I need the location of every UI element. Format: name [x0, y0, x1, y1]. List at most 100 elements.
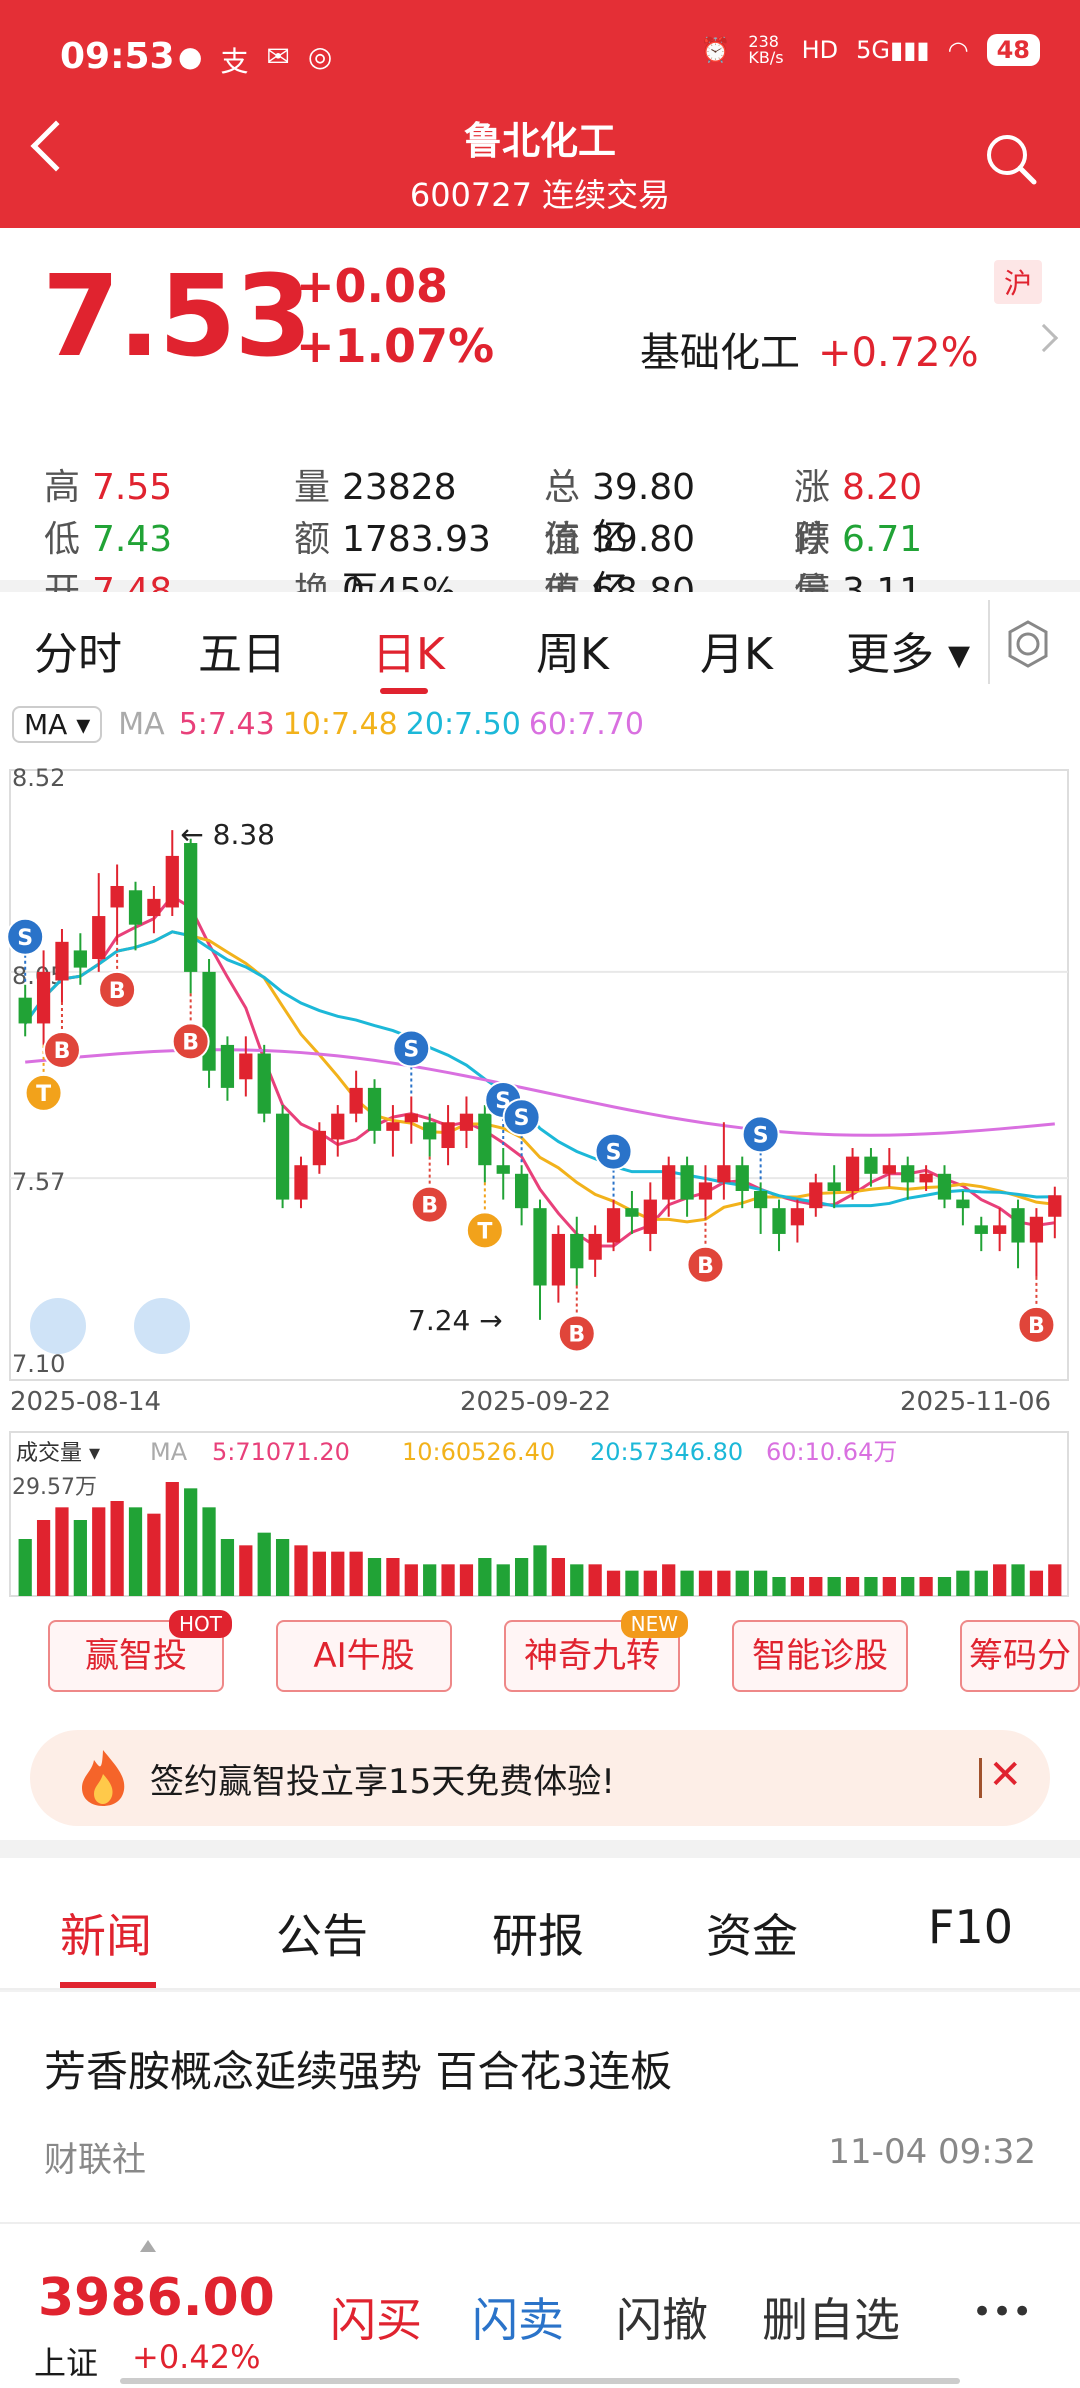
volume-ma-value: 10:60526.40: [402, 1438, 555, 1466]
candle-body: [275, 1113, 290, 1200]
y-tick-label: 8.52: [12, 764, 65, 792]
alipay-icon: 支: [220, 45, 249, 78]
volume-bar: [331, 1551, 345, 1596]
quote-stat: 涨停 8.20: [794, 458, 922, 562]
close-icon[interactable]: ✕: [988, 1752, 1022, 1798]
flash-buy-button[interactable]: 闪买: [330, 2293, 422, 2347]
signal-marker-label: S: [514, 1106, 530, 1131]
candle-body: [956, 1199, 970, 1209]
news-tab-3[interactable]: 资金: [706, 1909, 798, 1963]
candle-body: [386, 1122, 400, 1131]
battery-indicator: 48: [986, 34, 1040, 66]
candle-body: [1011, 1208, 1025, 1243]
wifi-icon: ◠: [947, 36, 969, 64]
volume-bar: [1011, 1564, 1025, 1596]
tab-5[interactable]: 更多 ▾: [846, 629, 971, 680]
feature-button-label: AI牛股: [313, 1636, 415, 1676]
sector-link[interactable]: 基础化工 +0.72%: [640, 320, 979, 378]
candle-body: [294, 1165, 308, 1200]
expand-icon: [134, 1298, 190, 1354]
volume-bar: [827, 1577, 841, 1596]
ma20-line: [23, 930, 1055, 1208]
feature-button[interactable]: 赢智投 HOT: [48, 1610, 232, 1692]
feature-button-label: 神奇九转: [524, 1636, 660, 1676]
gear-icon[interactable]: [1000, 616, 1056, 672]
page-subtitle: 600727 连续交易: [409, 176, 671, 214]
volume-max-label: 29.57万: [12, 1475, 97, 1500]
volume-bar: [882, 1577, 896, 1596]
y-tick-label: 7.10: [12, 1350, 65, 1378]
tab-4[interactable]: 月K: [700, 629, 773, 680]
news-tab-2[interactable]: 研报: [492, 1909, 584, 1963]
quote-stat: 跌停6.71: [794, 510, 922, 614]
ma-label: MA: [118, 707, 165, 742]
news-tab-0[interactable]: 新闻: [60, 1909, 152, 1963]
kline-chart-area[interactable]: [0, 700, 1080, 1620]
tab-0[interactable]: 分时: [34, 629, 122, 680]
news-item[interactable]: 芳香胺概念延续强势 百合花3连板 财联社 11-04 09:32: [0, 1992, 1080, 2222]
sector-percent: +0.72%: [818, 330, 979, 376]
candle-body: [643, 1199, 657, 1234]
volume-bar: [698, 1570, 713, 1596]
chevron-right-icon[interactable]: [1029, 323, 1059, 353]
stat-label: 低: [44, 519, 81, 560]
stat-label: 涨停: [794, 467, 831, 560]
tab-2[interactable]: 日K: [372, 629, 445, 680]
volume-bar: [551, 1558, 566, 1596]
news-tab-1[interactable]: 公告: [276, 1909, 368, 1963]
volume-bar: [937, 1577, 952, 1596]
signal-marker-label: S: [606, 1141, 622, 1166]
kline-tabs: 分时 五日 日K 周K 月K 更多 ▾: [0, 592, 1080, 700]
signal-marker-label: S: [403, 1037, 419, 1062]
candle-body: [717, 1165, 731, 1183]
feature-button[interactable]: 神奇九转 NEW: [504, 1610, 688, 1692]
signal-marker: [502, 1098, 541, 1137]
index-value[interactable]: 3986.00: [38, 2268, 275, 2328]
volume-bar: [147, 1513, 161, 1596]
candle-body: [901, 1165, 915, 1183]
ma-select[interactable]: MA ▾: [12, 706, 103, 743]
news-tabs: 新闻 公告 研报 资金 F10: [0, 1858, 1080, 1990]
news-title: 芳香胺概念延续强势 百合花3连板: [44, 2047, 673, 2096]
volume-bar: [441, 1564, 455, 1596]
candle-body: [55, 941, 69, 981]
feature-button[interactable]: AI牛股: [276, 1620, 452, 1692]
status-time: 09:53: [60, 36, 175, 77]
news-tab-4[interactable]: F10: [928, 1900, 1013, 1954]
search-icon[interactable]: [984, 132, 1038, 186]
ma-select-label: MA: [24, 708, 68, 741]
remove-watchlist-button[interactable]: 删自选: [762, 2293, 900, 2347]
signal-marker: [465, 1211, 504, 1250]
change-percent: +1.07%: [296, 319, 495, 373]
expand-up-icon[interactable]: [140, 2240, 156, 2252]
volume-bar: [662, 1564, 676, 1596]
volume-bar: [772, 1577, 786, 1596]
signal-marker: [6, 917, 45, 956]
feature-button-label: 筹码分: [969, 1636, 1071, 1676]
more-icon[interactable]: •••: [972, 2292, 1033, 2332]
feature-button[interactable]: 筹码分: [960, 1620, 1080, 1692]
flash-cancel-button[interactable]: 闪撤: [616, 2293, 708, 2347]
candle-body: [92, 916, 106, 960]
flash-sell-button[interactable]: 闪卖: [472, 2293, 564, 2347]
candle-body: [110, 885, 124, 908]
signal-marker-label: B: [1028, 1314, 1045, 1339]
feature-button[interactable]: 智能诊股: [732, 1620, 908, 1692]
stat-label: 总值: [544, 467, 581, 560]
signal-marker-label: T: [477, 1219, 492, 1244]
signal-marker-label: B: [54, 1039, 71, 1064]
candle-body: [680, 1165, 694, 1200]
app-icon: ◎: [307, 40, 333, 73]
volume-bar: [423, 1564, 437, 1596]
promo-banner[interactable]: 签约赢智投立享15天免费体验! ✕: [30, 1730, 1050, 1826]
candle-body: [496, 1165, 510, 1174]
tab-3[interactable]: 周K: [536, 629, 609, 680]
volume-bar: [754, 1570, 768, 1596]
volume-bar: [570, 1564, 584, 1596]
tab-1[interactable]: 五日: [198, 629, 286, 680]
volume-bar: [202, 1507, 216, 1596]
candle-body: [882, 1165, 896, 1174]
volume-bar: [956, 1570, 970, 1596]
volume-bar: [312, 1551, 326, 1596]
